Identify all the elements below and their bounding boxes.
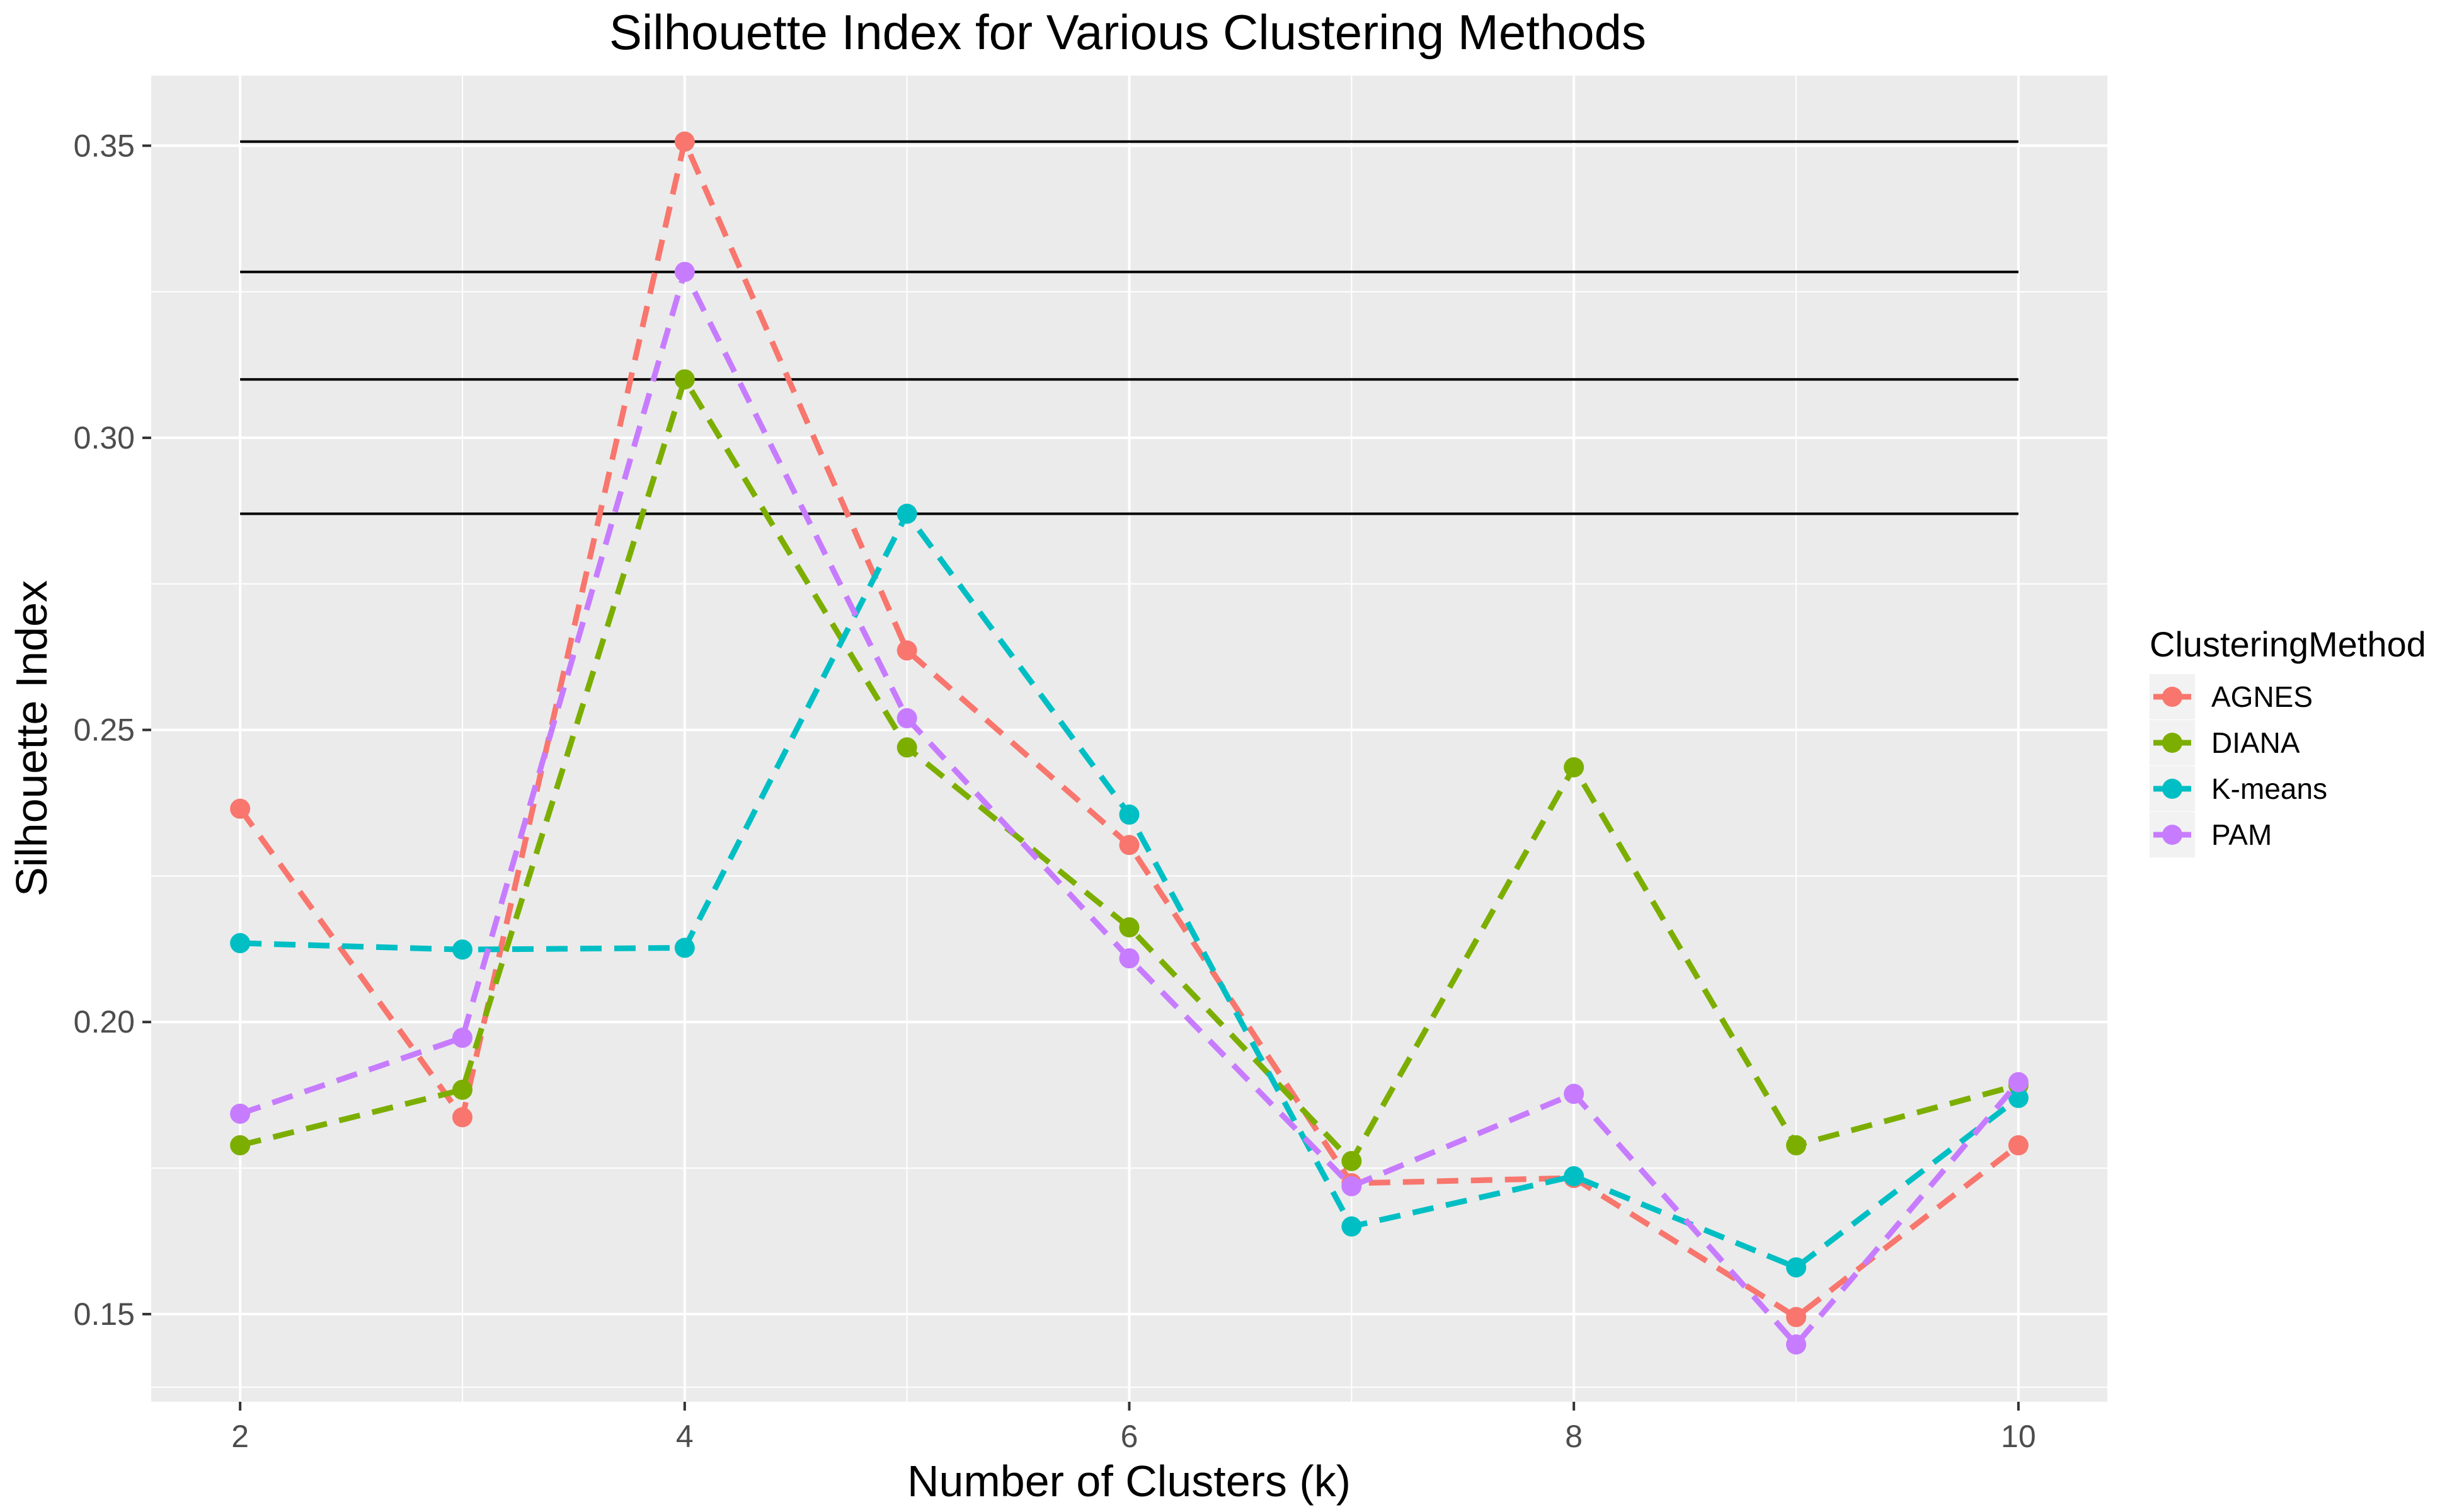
data-point xyxy=(896,503,917,524)
chart-title: Silhouette Index for Various Clustering … xyxy=(609,4,1646,60)
legend-label: DIANA xyxy=(2211,726,2300,759)
data-point xyxy=(1341,1216,1362,1237)
data-point xyxy=(1119,805,1140,825)
y-axis: 0.15 0.20 0.25 0.30 0.35 xyxy=(74,128,151,1332)
data-point xyxy=(452,1079,472,1100)
x-axis-title: Number of Clusters (k) xyxy=(907,1457,1351,1506)
data-point xyxy=(674,131,695,152)
data-point xyxy=(1119,948,1140,969)
x-tick-label: 10 xyxy=(2001,1419,2036,1454)
legend-item: DIANA xyxy=(2150,720,2300,765)
legend-label: AGNES xyxy=(2211,680,2313,713)
y-tick-label: 0.20 xyxy=(74,1004,135,1040)
legend-key-point xyxy=(2162,779,2182,799)
data-point xyxy=(230,933,251,954)
data-point xyxy=(674,261,695,282)
series-line xyxy=(239,376,2020,1164)
data-point xyxy=(896,640,917,661)
data-point xyxy=(1119,835,1140,856)
data-point xyxy=(230,1103,251,1124)
legend-label: K-means xyxy=(2211,772,2327,805)
data-point xyxy=(674,937,695,958)
data-point xyxy=(1564,757,1584,777)
y-tick-label: 0.25 xyxy=(74,713,135,748)
legend-item: AGNES xyxy=(2150,674,2313,719)
series-pam xyxy=(230,261,2029,1355)
x-tick-label: 2 xyxy=(231,1419,249,1454)
y-axis-title: Silhouette Index xyxy=(7,580,56,896)
legend-key-point xyxy=(2162,687,2182,707)
series-layer xyxy=(230,131,2029,1355)
grid-lines xyxy=(151,76,2107,1402)
legend: ClusteringMethod AGNES DIANA K-means PAM xyxy=(2150,624,2426,857)
x-axis: 2 4 6 8 10 xyxy=(231,1402,2036,1454)
legend-item: PAM xyxy=(2150,812,2272,857)
data-point xyxy=(1786,1307,1807,1327)
reference-lines xyxy=(240,140,2019,515)
legend-key-point xyxy=(2162,825,2182,845)
legend-items: AGNES DIANA K-means PAM xyxy=(2150,674,2327,857)
data-point xyxy=(1119,917,1140,938)
legend-item: K-means xyxy=(2150,766,2327,811)
data-point xyxy=(452,939,472,960)
data-point xyxy=(230,798,251,819)
legend-title: ClusteringMethod xyxy=(2150,624,2426,664)
y-tick-label: 0.30 xyxy=(74,420,135,455)
data-point xyxy=(1341,1150,1362,1171)
data-point xyxy=(1786,1135,1807,1155)
data-point xyxy=(896,737,917,758)
y-tick-label: 0.35 xyxy=(74,128,135,163)
series-k-means xyxy=(230,503,2029,1278)
data-point xyxy=(896,708,917,729)
data-point xyxy=(230,1135,251,1155)
data-point xyxy=(1341,1176,1362,1196)
data-point xyxy=(452,1107,472,1128)
data-point xyxy=(2008,1087,2029,1108)
data-point xyxy=(1786,1257,1807,1278)
data-point xyxy=(452,1028,472,1048)
data-point xyxy=(1786,1334,1807,1355)
data-point xyxy=(2008,1072,2029,1092)
x-tick-label: 8 xyxy=(1565,1419,1583,1454)
data-point xyxy=(2008,1135,2029,1155)
y-tick-label: 0.15 xyxy=(74,1297,135,1332)
x-tick-label: 4 xyxy=(676,1419,694,1454)
data-point xyxy=(674,369,695,390)
data-point xyxy=(1564,1084,1584,1104)
x-tick-label: 6 xyxy=(1121,1419,1138,1454)
legend-key-point xyxy=(2162,733,2182,753)
data-point xyxy=(1564,1166,1584,1187)
legend-label: PAM xyxy=(2211,818,2272,851)
